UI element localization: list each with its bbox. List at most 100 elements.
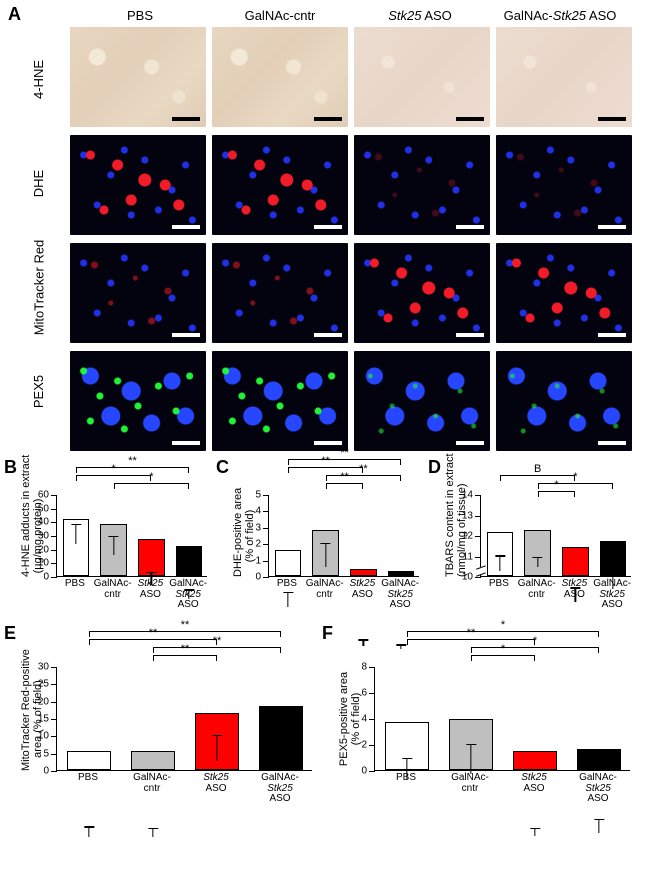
error-bar bbox=[534, 828, 535, 836]
x-tick-label: GalNAc-cntr bbox=[120, 773, 184, 805]
significance-bracket bbox=[114, 483, 190, 484]
x-tick-label: Stk25ASO bbox=[132, 579, 170, 611]
chart-E: E051015202530********MitoTracker Red-pos… bbox=[8, 627, 318, 817]
y-axis-label: 4-HNE adducts in extract(µg/mg protein) bbox=[20, 495, 44, 577]
significance-bracket bbox=[407, 639, 535, 640]
significance-label: * bbox=[501, 643, 505, 655]
micrograph-tile bbox=[496, 243, 632, 343]
panel-letter: C bbox=[216, 457, 229, 478]
significance-label: ** bbox=[181, 643, 190, 655]
x-tick-label: Stk25ASO bbox=[556, 579, 594, 611]
bar bbox=[385, 722, 430, 770]
y-axis-label: TBARS content in extract(nmol/mg of tiss… bbox=[444, 495, 468, 577]
significance-label: ** bbox=[321, 455, 330, 467]
panel-letter: E bbox=[4, 623, 16, 644]
bar bbox=[67, 751, 112, 770]
chart-D: D1011121314B**TBARS content in extract(n… bbox=[432, 461, 637, 619]
x-tick-label: Stk25ASO bbox=[502, 773, 566, 805]
x-tick-label: GalNAc-Stk25ASO bbox=[381, 579, 419, 611]
y-tick-label: 5 bbox=[43, 748, 49, 759]
bar bbox=[513, 751, 558, 771]
significance-label: * bbox=[149, 471, 153, 483]
error-bar bbox=[152, 828, 153, 837]
bar bbox=[138, 539, 164, 576]
significance-label: ** bbox=[181, 619, 190, 631]
micrograph-tile bbox=[496, 27, 632, 127]
y-tick-label: 4 bbox=[361, 714, 367, 725]
row-label: MitoTracker Red bbox=[8, 235, 70, 339]
micrograph-tile bbox=[354, 135, 490, 235]
x-tick-label: GalNAc-cntr bbox=[306, 579, 344, 611]
error-bar bbox=[113, 536, 114, 555]
bar bbox=[350, 569, 376, 576]
bar bbox=[176, 546, 202, 576]
micrograph-tile bbox=[70, 27, 206, 127]
scale-bar bbox=[314, 117, 342, 121]
significance-label: * bbox=[501, 619, 505, 631]
scale-bar bbox=[314, 441, 342, 445]
y-tick-label: 5 bbox=[255, 490, 261, 501]
significance-label: * bbox=[554, 479, 558, 491]
micrograph-tile bbox=[354, 27, 490, 127]
scale-bar bbox=[172, 225, 200, 229]
micrograph-tile bbox=[212, 27, 348, 127]
x-tick-label: PBS bbox=[480, 579, 518, 611]
bar bbox=[275, 550, 301, 576]
x-tick-label: PBS bbox=[56, 579, 94, 611]
panel-a: A PBSGalNAc-cntrStk25 ASOGalNAc-Stk25 AS… bbox=[8, 6, 642, 455]
x-tick-label: GalNAc-Stk25ASO bbox=[593, 579, 631, 611]
y-axis-label: DHE-positive area(% of field) bbox=[232, 495, 256, 577]
y-tick-label: 0 bbox=[361, 766, 367, 777]
scale-bar bbox=[172, 333, 200, 337]
significance-bracket bbox=[326, 483, 364, 484]
micrograph-tile bbox=[212, 351, 348, 451]
significance-bracket bbox=[288, 459, 401, 460]
significance-bracket bbox=[153, 655, 217, 656]
plot-area: 02468***** bbox=[374, 667, 630, 771]
x-tick-label: GalNAc-cntr bbox=[94, 579, 132, 611]
charts-area: B0102030405060****4-HNE adducts in extra… bbox=[8, 461, 642, 823]
micrograph-tile bbox=[70, 243, 206, 343]
scale-bar bbox=[598, 333, 626, 337]
x-tick-label: GalNAc-Stk25ASO bbox=[169, 579, 207, 611]
bar bbox=[600, 541, 626, 576]
significance-bracket bbox=[407, 631, 599, 632]
significance-label: * bbox=[111, 463, 115, 475]
x-tick-label: GalNAc-Stk25ASO bbox=[566, 773, 630, 805]
micrograph-tile bbox=[496, 351, 632, 451]
panel-a-image-grid: 4-HNEDHEMitoTracker RedPEX5 bbox=[8, 27, 642, 455]
y-tick-label: 1 bbox=[255, 555, 261, 566]
x-tick-label: PBS bbox=[374, 773, 438, 805]
y-tick-label: 2 bbox=[255, 539, 261, 550]
bar bbox=[63, 519, 89, 576]
x-tick-label: PBS bbox=[56, 773, 120, 805]
significance-label: ** bbox=[467, 627, 476, 639]
bar bbox=[577, 749, 622, 770]
error-bar bbox=[499, 555, 500, 570]
significance-label: ** bbox=[359, 463, 368, 475]
bar bbox=[449, 719, 494, 770]
micrograph-tile bbox=[354, 243, 490, 343]
row-label: 4-HNE bbox=[8, 27, 70, 131]
x-tick-label: Stk25ASO bbox=[344, 579, 382, 611]
x-axis-labels: PBSGalNAc-cntrStk25ASOGalNAc-Stk25ASO bbox=[480, 579, 631, 611]
scale-bar bbox=[314, 333, 342, 337]
scale-bar bbox=[314, 225, 342, 229]
bar bbox=[312, 530, 338, 576]
plot-area: 0102030405060**** bbox=[56, 495, 207, 577]
panel-letter: B bbox=[4, 457, 17, 478]
y-tick-label: 0 bbox=[255, 572, 261, 583]
significance-label: ** bbox=[340, 447, 349, 459]
plot-area: 051015202530******** bbox=[56, 667, 312, 771]
x-tick-label: GalNAc-Stk25ASO bbox=[248, 773, 312, 805]
chart-C: C012345********DHE-positive area(% of fi… bbox=[220, 461, 425, 619]
scale-bar bbox=[456, 117, 484, 121]
significance-label: ** bbox=[213, 635, 222, 647]
panel-letter: D bbox=[428, 457, 441, 478]
bar bbox=[195, 713, 240, 770]
scale-bar bbox=[598, 441, 626, 445]
error-bar bbox=[598, 819, 599, 833]
bar bbox=[131, 751, 176, 770]
scale-bar bbox=[598, 117, 626, 121]
error-bar bbox=[537, 557, 538, 567]
